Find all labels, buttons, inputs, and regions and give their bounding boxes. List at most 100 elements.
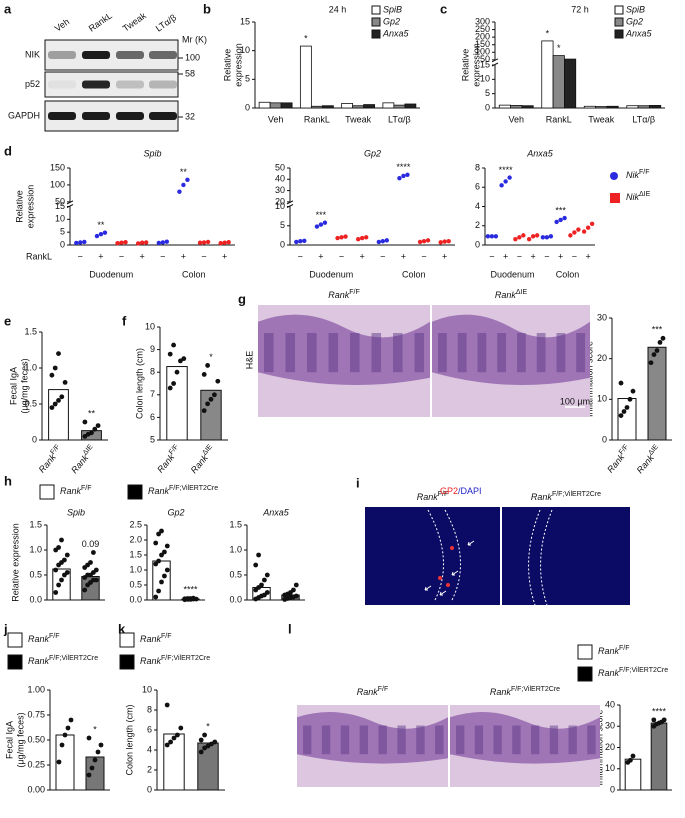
x-tick-label: + (222, 251, 227, 261)
data-point (162, 573, 167, 579)
data-point (94, 233, 100, 239)
y-tick-label: 250 (475, 24, 490, 34)
data-point (201, 372, 207, 377)
data-point (425, 238, 431, 243)
y-tick-label: 5 (485, 88, 490, 98)
data-point (198, 737, 204, 743)
data-point (115, 241, 120, 246)
data-point (181, 356, 187, 362)
data-point (517, 235, 522, 240)
row-label: p52 (25, 79, 40, 89)
label-superscript: F/F (49, 633, 60, 640)
y-axis-label: Relative (222, 49, 232, 82)
legend-swatch (371, 5, 381, 15)
data-point (630, 388, 636, 394)
image-label: RankF/F (417, 491, 449, 503)
y-tick-label: 0.0 (229, 594, 242, 604)
bar (197, 742, 219, 791)
y-tick-label: 20 (605, 742, 615, 752)
y-axis-label: Colon length (cm) (134, 348, 144, 419)
image-label: RankF/F;VilERT2Cre (531, 491, 601, 503)
data-point (171, 342, 177, 348)
x-tick-label: RankΔIE (68, 443, 98, 475)
data-point (153, 594, 159, 600)
y-axis-label: Fecal IgA (4, 721, 14, 759)
crypt (576, 333, 586, 373)
annotation: * (93, 724, 97, 734)
y-tick-label: 10 (597, 394, 607, 404)
data-point (380, 238, 386, 244)
data-point (397, 175, 402, 181)
data-point (52, 365, 58, 371)
bar (650, 722, 668, 791)
data-point (74, 240, 79, 246)
crypt (303, 725, 312, 755)
label-superscript: F/F;VilERT2Cre (511, 686, 560, 693)
data-point (572, 230, 577, 235)
data-point (92, 757, 98, 763)
data-point (355, 237, 361, 242)
legend-swatch (119, 632, 135, 648)
annotation: *** (316, 210, 327, 220)
data-point (89, 430, 94, 436)
data-point (513, 237, 518, 242)
y-tick-label: 1.5 (29, 519, 42, 529)
label-base: Rank (28, 656, 50, 666)
data-point (53, 590, 59, 595)
bar (269, 102, 282, 109)
crypt (359, 725, 369, 755)
annotation: **** (499, 165, 514, 175)
bar (321, 105, 334, 109)
x-tick-label: RankL (304, 114, 330, 124)
data-point (98, 742, 104, 748)
panel-letter: a (4, 1, 12, 16)
legend-label: Gp2 (626, 16, 643, 26)
data-point (56, 351, 61, 356)
data-point (421, 238, 427, 244)
data-point (253, 562, 259, 568)
tissue (450, 712, 600, 764)
y-tick-label: 4 (147, 744, 152, 754)
blot-band (48, 80, 76, 89)
stain-dapi: /DAPI (458, 486, 482, 496)
label-base: Rank (495, 290, 517, 300)
data-point (544, 235, 550, 240)
bar (299, 45, 312, 109)
group-label: Duodenum (309, 269, 353, 279)
label-base: Rank (28, 634, 50, 644)
legend-label: RankF/F (598, 645, 630, 657)
data-point (185, 177, 190, 183)
y-tick-label: 40 (605, 699, 615, 709)
y-tick-label: 0.5 (129, 579, 142, 589)
crypt (512, 725, 521, 755)
data-point (174, 369, 180, 375)
y-tick-label: 10 (480, 74, 490, 84)
crypt (328, 333, 339, 373)
x-tick-label: + (401, 251, 406, 261)
data-point (86, 735, 92, 741)
data-point (95, 749, 101, 755)
data-point (654, 348, 660, 353)
legend-swatch (7, 632, 23, 648)
legend-swatch (371, 29, 381, 39)
data-point (164, 702, 170, 708)
y-tick-label: 30 (597, 312, 607, 322)
legend-label: Gp2 (383, 16, 400, 26)
bar (649, 105, 662, 109)
label-superscript: ΔIE (516, 289, 528, 296)
data-point (82, 419, 88, 425)
data-point (526, 237, 532, 242)
data-point (648, 360, 654, 366)
y-tick-label: 2 (147, 764, 152, 774)
crypt (264, 333, 274, 373)
label-superscript: F/F;VilERT2Cre (169, 485, 218, 492)
y-axis-label: expression (25, 185, 35, 229)
y-tick-label: 10 (145, 321, 155, 331)
crypt (414, 333, 425, 373)
data-point (621, 409, 627, 414)
data-point (493, 234, 499, 239)
data-point (56, 582, 61, 588)
legend-swatch (614, 5, 624, 15)
group-label: Duodenum (89, 269, 133, 279)
y-axis-label: (μg/mg feces) (15, 712, 25, 767)
